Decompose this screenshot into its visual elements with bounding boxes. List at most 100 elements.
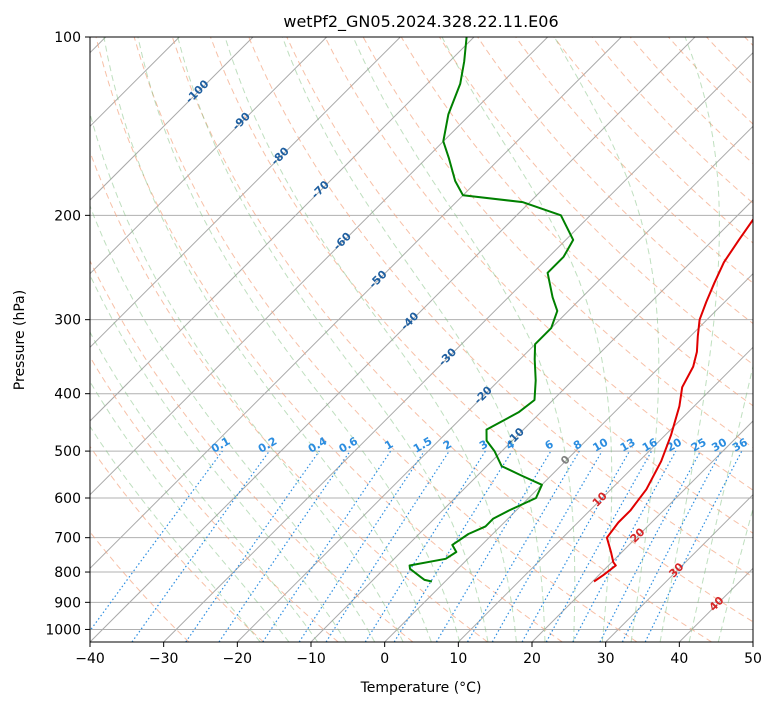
mixing-ratio-label: 3 [477,438,490,453]
isotherm-line [384,272,753,642]
y-tick-label: 600 [54,491,81,507]
moist-adiabat-line [90,331,319,642]
mixing-ratio-label: 1 [382,438,395,453]
y-tick-label: 300 [54,313,81,329]
y-axis-label: Pressure (hPa) [12,290,28,390]
isotherm-label: -90 [230,110,253,133]
x-tick-label: 0 [380,651,389,667]
isotherm-line [752,641,753,642]
temperature-profile-line [593,217,753,583]
dry-adiabat-line [629,37,753,165]
isotherm-line [605,493,753,642]
x-axis-label: Temperature (°C) [360,680,482,696]
dry-adiabat-line [706,37,753,86]
x-tick-label: −20 [223,651,253,667]
dry-adiabat-line [133,37,638,642]
mixing-ratio-line [185,450,320,642]
x-tick-label: 30 [597,651,615,667]
x-tick-label: −10 [296,651,326,667]
y-tick-label: 1000 [45,622,81,638]
isotherm-label: -50 [366,268,389,291]
moist-adiabat-line [90,204,376,642]
isotherm-line [90,37,401,349]
dry-adiabat-line [90,259,414,642]
mixing-ratio-line [325,450,450,642]
plot-frame [89,36,754,643]
dry-adiabat-line [95,37,563,642]
isotherm-line [236,125,753,642]
mixing-ratio-label: 6 [543,437,556,452]
mixing-ratio-line [393,450,513,642]
isotherm-line [163,51,753,642]
mixing-ratio-line [218,450,351,642]
isotherm-line [90,37,622,570]
mixing-ratio-line [90,450,223,632]
mixing-ratio-label: 10 [591,435,611,454]
mixing-ratio-line [435,450,552,642]
y-tick-label: 900 [54,595,81,611]
dry-adiabat-line [744,37,753,47]
mixing-ratio-label: 25 [689,436,709,455]
dry-adiabat-line [400,37,753,407]
isotherm-line [90,37,254,201]
y-tick-label: 200 [54,208,81,224]
isotherm-label: -30 [436,345,459,368]
y-tick-label: 500 [54,444,81,460]
isotherm-label: 40 [707,594,727,614]
y-tick-label: 100 [54,30,81,46]
dry-adiabat-line [90,355,339,642]
dry-adiabat-line [248,37,753,578]
moist-adiabat-line [90,273,347,642]
moist-adiabat-line [90,425,261,642]
dry-adiabat-line [477,37,753,325]
mixing-ratio-line [131,450,270,642]
x-tick-label: 20 [523,651,541,667]
dry-adiabat-line [515,37,753,284]
dry-adiabat-line [362,37,753,449]
x-tick-label: −40 [75,651,105,667]
moist-adiabat-line [717,506,753,642]
isotherm-line [90,37,549,496]
moist-adiabat-line [177,37,489,642]
mixing-ratio-line [298,450,425,642]
moist-adiabat-line [659,37,720,642]
isotherm-line [90,37,475,422]
x-tick-label: 50 [744,651,762,667]
dry-adiabat-line [90,150,488,642]
dry-adiabat-line [210,37,753,623]
isotherm-line [531,420,753,642]
mixing-ratio-label: 1.5 [411,435,434,456]
dewpoint-profile-line [408,37,575,583]
mixing-ratio-label: 0.6 [337,434,361,455]
moist-adiabat-line [352,37,576,642]
y-tick-label: 700 [54,531,81,547]
mixing-ratio-line [572,450,677,642]
axes: −40 −30 −20 −10 0 10 20 30 40 5010020030040050060… [45,30,762,667]
y-tick-label: 400 [54,387,81,403]
isotherm-label: 10 [590,489,610,509]
chart-title: wetPf2_GN05.2024.328.22.11.E06 [283,12,558,32]
isotherm-label: -80 [269,144,292,167]
isotherm-line [310,199,753,642]
dry-adiabat-line [591,37,753,204]
mixing-ratio-line [466,450,580,642]
chart-background-lines [90,37,753,642]
isotherm-line [457,346,753,642]
isotherm-label: -60 [331,230,354,253]
x-tick-label: 40 [670,651,688,667]
moist-adiabat-line [137,37,461,642]
moist-adiabat-line [90,111,404,642]
moist-adiabat-line [90,380,290,642]
mixing-ratio-label: 16 [640,435,660,454]
moist-adiabat-line [281,37,546,642]
mixing-ratio-line [491,450,603,642]
mixing-ratio-label: 30 [709,435,729,454]
dry-adiabat-line [324,37,753,491]
data-series [408,37,753,583]
y-tick-label: 800 [54,565,81,581]
moist-adiabat-line [103,37,432,642]
isotherm-label: -100 [183,77,212,106]
mixing-ratio-line [521,450,631,642]
mixing-ratio-line [599,450,702,642]
